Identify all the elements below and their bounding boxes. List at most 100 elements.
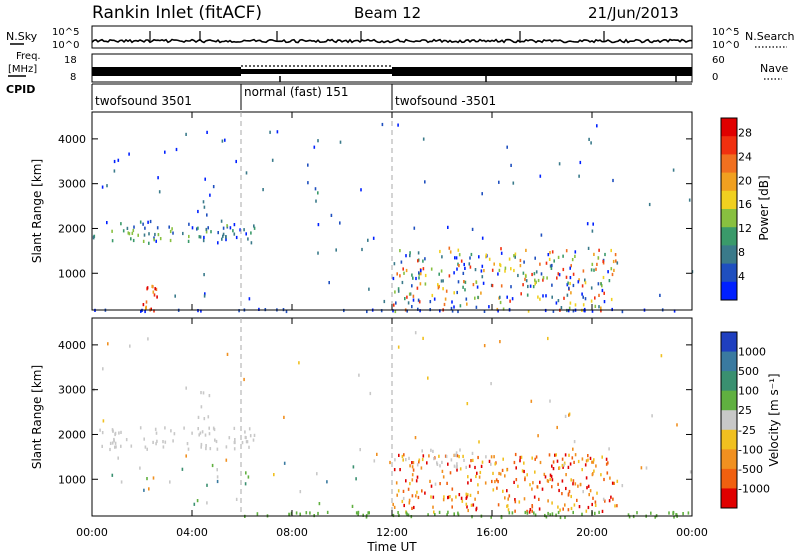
scatter-cell <box>143 488 145 492</box>
scatter-cell <box>612 178 614 183</box>
scatter-cell <box>587 458 589 462</box>
scatter-cell <box>441 460 443 464</box>
scatter-cell <box>547 511 549 516</box>
scatter-cell <box>446 513 448 517</box>
scatter-cell <box>539 174 542 178</box>
scatter-cell <box>539 297 541 301</box>
scatter-cell <box>561 463 564 468</box>
scatter-cell <box>430 448 432 452</box>
scatter-cell <box>481 275 484 279</box>
scatter-cell <box>330 213 333 217</box>
scatter-cell <box>483 344 486 348</box>
scatter-cell <box>463 458 465 462</box>
scatter-cell <box>492 488 495 492</box>
scatter-cell <box>171 227 173 231</box>
scatter-cell <box>222 232 225 236</box>
scatter-cell <box>366 309 368 314</box>
scatter-cell <box>317 251 319 255</box>
scatter-cell <box>532 285 535 289</box>
scatter-cell <box>573 503 576 507</box>
scatter-cell <box>269 130 271 134</box>
scatter-cell <box>596 124 598 128</box>
velocity-colorbar-segment <box>721 468 737 489</box>
scatter-cell <box>613 268 615 272</box>
scatter-cell <box>459 467 462 471</box>
scatter-cell <box>395 481 398 485</box>
scatter-cell <box>605 457 608 461</box>
scatter-cell <box>307 181 309 185</box>
power-colorbar-tick: 12 <box>738 222 752 235</box>
scatter-cell <box>200 445 202 449</box>
scatter-cell <box>431 293 434 298</box>
scatter-cell <box>142 222 144 226</box>
scatter-cell <box>299 512 301 516</box>
scatter-cell <box>564 503 566 507</box>
scatter-cell <box>578 174 580 178</box>
scatter-cell <box>482 281 485 285</box>
power-colorbar-segment <box>721 209 737 228</box>
scatter-cell <box>422 267 425 271</box>
scatter-cell <box>433 457 435 461</box>
scatter-cell <box>398 453 400 457</box>
scatter-cell <box>216 479 219 484</box>
scatter-cell <box>597 256 600 260</box>
scatter-cell <box>474 497 476 501</box>
scatter-cell <box>283 415 285 419</box>
velocity-colorbar-tick: -1000 <box>738 482 770 495</box>
scatter-cell <box>380 309 383 313</box>
scatter-cell <box>527 284 529 289</box>
scatter-cell <box>476 471 478 475</box>
scatter-cell <box>579 482 582 486</box>
scatter-cell <box>549 513 551 517</box>
scatter-cell <box>614 253 617 257</box>
scatter-cell <box>114 431 117 435</box>
scatter-cell <box>545 515 548 519</box>
velocity-scatter <box>93 331 692 520</box>
scatter-cell <box>568 489 571 494</box>
scatter-cell <box>202 239 205 243</box>
scatter-cell <box>203 235 205 239</box>
scatter-cell <box>233 223 236 227</box>
scatter-cell <box>470 478 472 482</box>
scatter-cell <box>493 455 495 459</box>
power-colorbar-segment <box>721 227 737 246</box>
nsky-line <box>91 38 693 44</box>
scatter-cell <box>402 267 404 271</box>
scatter-cell <box>545 294 547 298</box>
x-tick-label: 00:00 <box>676 526 708 539</box>
scatter-cell <box>601 288 604 293</box>
scatter-cell <box>154 232 156 237</box>
scatter-cell <box>567 508 570 512</box>
scatter-cell <box>224 138 226 142</box>
power-scatter <box>92 122 694 314</box>
scatter-cell <box>233 426 236 430</box>
scatter-cell <box>422 336 424 340</box>
scatter-cell <box>139 466 141 470</box>
scatter-cell <box>529 483 531 487</box>
power-colorbar-segment <box>721 118 737 137</box>
scatter-cell <box>566 293 569 297</box>
freq-label-2: [MHz] <box>8 64 37 75</box>
scatter-cell <box>419 309 421 313</box>
scatter-cell <box>572 309 575 313</box>
power-colorbar-tick: 4 <box>738 270 745 283</box>
x-tick-label: 08:00 <box>276 526 308 539</box>
scatter-cell <box>558 162 561 166</box>
scatter-cell <box>569 276 572 280</box>
scatter-cell <box>217 241 219 245</box>
scatter-cell <box>546 479 549 483</box>
scatter-cell <box>502 489 504 493</box>
scatter-cell <box>520 292 522 296</box>
scatter-cell <box>392 276 395 281</box>
scatter-cell <box>525 248 527 252</box>
scatter-cell <box>339 221 341 225</box>
scatter-cell <box>430 495 432 499</box>
scatter-cell <box>120 222 122 226</box>
scatter-cell <box>206 213 208 217</box>
scatter-cell <box>480 464 483 468</box>
scatter-cell <box>372 236 375 240</box>
scatter-cell <box>604 252 606 257</box>
scatter-cell <box>558 273 561 277</box>
scatter-cell <box>357 513 359 517</box>
scatter-cell <box>205 447 207 451</box>
